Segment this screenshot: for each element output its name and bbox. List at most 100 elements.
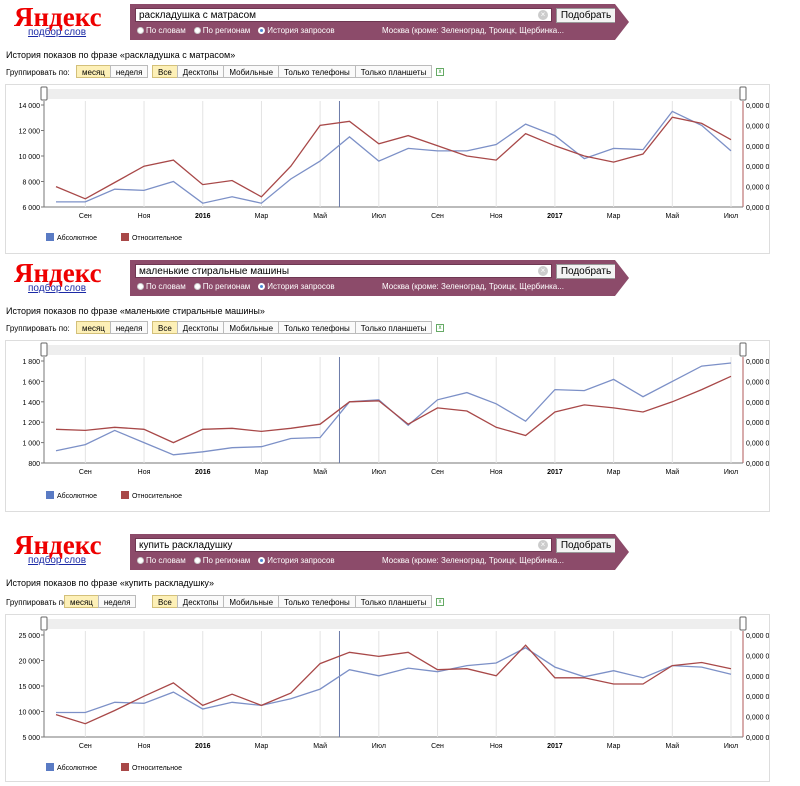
search-input[interactable]: раскладушка с матрасом × <box>135 8 552 22</box>
group-by-label: Группировать по: <box>6 598 70 607</box>
chart-box: Сен Ноя 2016 Мар Май Июл Сен Ноя 2017 Мар Май Июл 1 … <box>5 340 777 512</box>
radio-regions[interactable]: По регионам <box>193 26 251 35</box>
clear-icon[interactable]: × <box>538 540 548 550</box>
region-link[interactable]: Москва (кроме: Зеленоград, Троицк, Щерби… <box>382 26 564 35</box>
legend-rel-swatch <box>120 491 129 499</box>
x-tick-label: Мар <box>607 213 621 220</box>
legend-abs-swatch <box>46 233 54 241</box>
device-tab-phones[interactable]: Только телефоны <box>278 321 356 334</box>
clear-icon[interactable]: × <box>538 266 548 276</box>
chart-legend: Абсолютное Относительное <box>46 233 182 242</box>
y-tick-label: 8 000 <box>22 180 40 187</box>
region-link[interactable]: Москва (кроме: Зеленоград, Троицк, Щерби… <box>382 282 564 291</box>
range-handle-right <box>739 86 747 101</box>
radio-label: История запросов <box>267 26 335 35</box>
search-button[interactable]: Подобрать <box>556 8 616 23</box>
x-tick-label: Июл <box>724 469 738 476</box>
yandex-logo[interactable]: Яндекс <box>14 532 102 559</box>
y2-tick-label: 0,000 008 <box>746 185 769 192</box>
legend-absolute[interactable]: Абсолютное <box>46 233 97 242</box>
legend-relative[interactable]: Относительное <box>120 763 182 772</box>
podbor-link[interactable]: подбор слов <box>28 283 87 294</box>
radio-history[interactable]: История запросов <box>258 556 335 565</box>
radio-words[interactable]: По словам <box>137 556 186 565</box>
legend-relative[interactable]: Относительное <box>120 491 182 500</box>
yandex-logo[interactable]: Яндекс <box>14 4 102 31</box>
search-bar: маленькие стиральные машины × Подобрать П… <box>130 260 629 296</box>
device-tab-tablets[interactable]: Только планшеты <box>354 595 433 608</box>
group-week-button[interactable]: неделя <box>109 321 149 334</box>
x-tick-label: 2017 <box>547 743 563 750</box>
x-tick-label: Май <box>313 212 327 220</box>
device-tab-phones[interactable]: Только телефоны <box>278 65 356 78</box>
podbor-link[interactable]: подбор слов <box>28 27 87 38</box>
search-input[interactable]: маленькие стиральные машины × <box>135 264 552 278</box>
excel-export-icon[interactable]: x <box>436 324 444 332</box>
group-week-button[interactable]: неделя <box>97 595 137 608</box>
group-by-label: Группировать по: <box>6 324 70 333</box>
x-tick-label: Сен <box>79 469 92 476</box>
radio-label: По регионам <box>202 26 251 35</box>
chart-3: Сен Ноя 2016 Мар Май Июл Сен Ноя 2017 Мар Май Июл 25… <box>19 616 777 750</box>
group-month-button[interactable]: месяц <box>64 595 99 608</box>
radio-words[interactable]: По словам <box>137 26 186 35</box>
device-tab-desktop[interactable]: Десктопы <box>176 321 225 334</box>
device-tab-phones[interactable]: Только телефоны <box>278 595 356 608</box>
search-input[interactable]: купить раскладушку × <box>135 538 552 552</box>
search-button[interactable]: Подобрать <box>556 538 616 553</box>
y2-tick-label: 0,000 014 <box>746 694 769 701</box>
y-tick-label: 1 800 <box>22 359 40 366</box>
excel-export-icon[interactable]: x <box>436 598 444 606</box>
y2-tick-label: 0,000 002 <box>746 359 769 366</box>
y2-tick-label: 0,000 007 <box>746 205 769 212</box>
radio-regions[interactable]: По регионам <box>193 556 250 565</box>
radio-label: По словам <box>146 26 186 35</box>
group-by-label: Группировать по: <box>6 68 70 77</box>
y-tick-label: 10 000 <box>19 710 41 717</box>
series-line-relative <box>55 375 732 444</box>
device-tab-mobile[interactable]: Мобильные <box>223 65 280 78</box>
device-tab-all[interactable]: Все <box>152 65 178 78</box>
device-tab-tablets[interactable]: Только планшеты <box>354 321 433 334</box>
yandex-logo[interactable]: Яндекс <box>14 260 102 287</box>
x-tick-label: Сен <box>431 213 444 220</box>
y-tick-label: 12 000 <box>19 129 41 136</box>
device-tab-mobile[interactable]: Мобильные <box>223 321 280 334</box>
y2-tick-label: 0,000 010 <box>746 735 769 742</box>
y2-tick-label: 0,000 012 <box>746 103 769 110</box>
radio-selected-icon <box>258 283 266 290</box>
device-tab-all[interactable]: Все <box>152 595 178 608</box>
group-month-button[interactable]: месяц <box>76 321 111 334</box>
radio-history[interactable]: История запросов <box>258 26 335 35</box>
device-tab-mobile[interactable]: Мобильные <box>223 595 280 608</box>
region-link[interactable]: Москва (кроме: Зеленоград, Троицк, Щерби… <box>382 556 564 565</box>
y2-tick-label: 0,000 001 <box>746 420 769 427</box>
device-tab-tablets[interactable]: Только планшеты <box>354 65 433 78</box>
range-handle-right <box>739 616 747 631</box>
group-week-button[interactable]: неделя <box>109 65 149 78</box>
logo-text: Яндекс <box>14 2 102 32</box>
x-tick-label: Ноя <box>138 469 151 476</box>
y2-tick-label: 0,000 018 <box>746 653 769 660</box>
radio-words[interactable]: По словам <box>137 282 186 291</box>
x-tick-label: Ноя <box>138 743 151 750</box>
clear-icon[interactable]: × <box>538 10 548 20</box>
history-title: История показов по фразе «купить расклад… <box>6 578 215 588</box>
radio-regions[interactable]: По регионам <box>193 282 251 291</box>
device-tabs: Все Десктопы Мобильные Только телефоны Т… <box>152 65 433 78</box>
radio-label: По регионам <box>202 282 251 291</box>
podbor-link[interactable]: подбор слов <box>28 555 87 566</box>
search-button[interactable]: Подобрать <box>556 264 616 279</box>
excel-export-icon[interactable]: x <box>436 68 444 76</box>
legend-absolute[interactable]: Абсолютное <box>46 763 97 772</box>
legend-abs-swatch <box>46 491 54 499</box>
radio-history[interactable]: История запросов <box>258 282 335 291</box>
group-month-button[interactable]: месяц <box>76 65 111 78</box>
legend-absolute[interactable]: Абсолютное <box>46 491 97 500</box>
device-tab-desktop[interactable]: Десктопы <box>176 65 225 78</box>
x-tick-label: Июл <box>372 743 386 750</box>
device-tab-all[interactable]: Все <box>152 321 178 334</box>
legend-relative[interactable]: Относительное <box>120 233 182 242</box>
device-tab-desktop[interactable]: Десктопы <box>176 595 225 608</box>
search-bar: раскладушка с матрасом × Подобрать По сло… <box>130 4 629 40</box>
